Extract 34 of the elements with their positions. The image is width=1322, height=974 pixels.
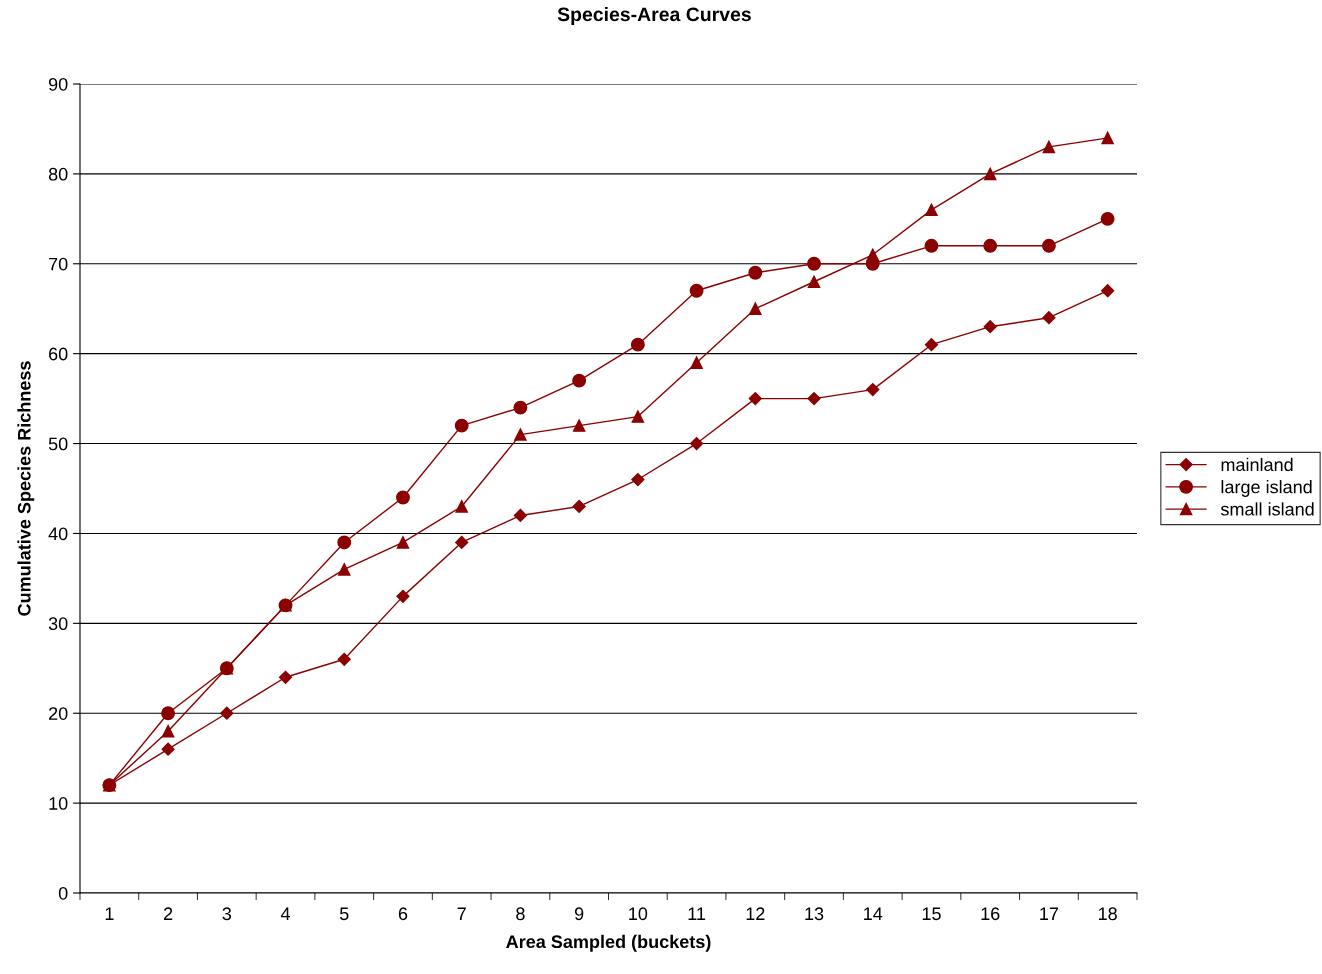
x-tick-label: 9 [574,907,584,921]
x-tick-label: 18 [1098,907,1117,921]
y-tick-label: 20 [49,707,68,720]
y-axis-title: Cumulative Species Richness [17,361,35,616]
x-tick-label: 11 [688,907,706,920]
x-tick-label: 6 [398,907,408,921]
y-tick-label: 40 [48,527,68,541]
x-tick-label: 3 [222,907,232,921]
x-tick-label: 10 [629,907,648,921]
y-tick-label: 30 [48,617,68,631]
x-tick-label: 4 [280,907,291,920]
legend-label: small island [1220,502,1314,516]
chart-title: Species-Area Curves [557,6,751,26]
x-tick-label: 15 [922,907,941,921]
y-tick-label: 80 [48,167,68,181]
y-tick-label: 60 [49,347,68,361]
legend-label: large island [1221,480,1312,497]
y-tick-label: 90 [48,77,68,91]
y-tick-label: 50 [48,437,68,451]
y-tick-label: 0 [58,886,68,900]
x-tick-label: 13 [805,907,824,921]
x-tick-label: 14 [864,907,883,920]
x-tick-label: 5 [339,907,349,921]
y-tick-label: 10 [49,797,68,810]
x-tick-label: 12 [746,907,765,920]
x-tick-label: 17 [1040,907,1059,920]
x-tick-label: 7 [457,907,466,920]
x-tick-label: 2 [163,907,173,920]
y-tick-label: 70 [49,257,68,271]
x-axis-title: Area Sampled (buckets) [506,934,711,952]
x-tick-label: 1 [105,907,114,920]
x-tick-label: 16 [981,907,1000,921]
legend-label: mainland [1221,457,1293,472]
x-tick-label: 8 [516,907,525,921]
